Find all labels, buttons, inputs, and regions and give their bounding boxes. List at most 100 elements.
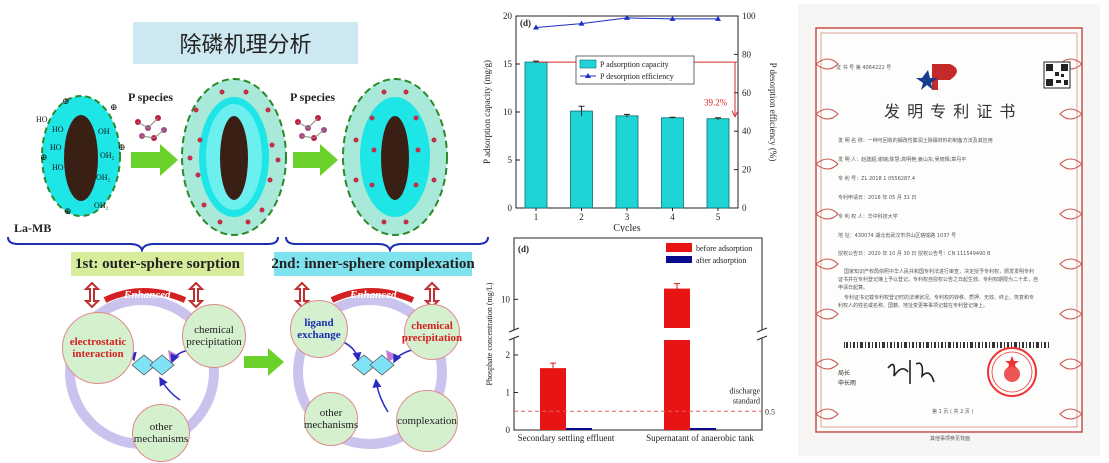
cert-field-1: 发 明 名 称：一种可回收的镧改性膨润土除磷材料的制备方法及其应用 bbox=[838, 138, 993, 144]
stage2-title-text: 2nd: inner-sphere complexation bbox=[271, 255, 475, 272]
y-tick-label: 2 bbox=[506, 350, 511, 360]
mech-label: chemical precipitation bbox=[401, 320, 463, 344]
mech-ligand-exchange: ligand exchange bbox=[290, 300, 348, 358]
cert-body-line-1: 国家知识产权局依照中华人民共和国专利法进行审查，决定授予专利权，颁发发明专利 bbox=[844, 269, 1035, 275]
title-banner: 除磷机理分析 bbox=[133, 22, 358, 64]
bar-adsorption-capacity bbox=[615, 115, 639, 209]
particle-label: La-MB bbox=[14, 221, 52, 235]
stage1-title-text: 1st: outer-sphere sorption bbox=[75, 255, 240, 272]
y2-tick-label: 80 bbox=[742, 49, 752, 59]
legend-label-before: before adsorption bbox=[696, 244, 752, 253]
x-axis-label: Cycles bbox=[613, 223, 640, 232]
center-molecule-1 bbox=[131, 350, 180, 376]
official-seal bbox=[987, 347, 1037, 397]
bar-before-adsorption bbox=[540, 368, 566, 430]
svg-text:⊕: ⊕ bbox=[62, 96, 70, 106]
cert-body-line-5: 利权人的姓名或名称、国籍、地址变更等事项记载在专利登记簿上。 bbox=[838, 303, 989, 309]
panel-label: (d) bbox=[518, 244, 529, 254]
axis-break-gap-right bbox=[758, 330, 766, 338]
legend-swatch-marker bbox=[585, 73, 591, 78]
desorption-efficiency-point bbox=[624, 14, 630, 20]
barcode bbox=[844, 342, 1049, 348]
sign-title-2: 申长雨 bbox=[838, 380, 857, 387]
y2-axis-label: P desorption efficiency (%) bbox=[768, 63, 778, 162]
desorption-efficiency-point bbox=[533, 24, 539, 30]
cnipa-logo bbox=[916, 64, 957, 90]
stage2-title: 2nd: inner-sphere complexation bbox=[271, 252, 475, 276]
y2-tick-label: 60 bbox=[742, 88, 752, 98]
bar-adsorption-capacity bbox=[570, 110, 593, 209]
svg-text:⊕: ⊕ bbox=[110, 102, 118, 112]
enhanced-label-2: Enhanced bbox=[350, 289, 397, 301]
bar-adsorption-capacity bbox=[661, 117, 684, 209]
y2-tick-label: 40 bbox=[742, 126, 752, 136]
cert-title: 发 明 专 利 证 书 bbox=[884, 102, 1017, 121]
bar-after-adsorption bbox=[690, 428, 716, 430]
y-tick-label: 20 bbox=[503, 11, 513, 21]
mech-electrostatic-interaction: electrostatic interaction bbox=[62, 312, 134, 384]
patent-certificate: 证 书 号 第 4064222 号 发 明 专 利 证 书 发 明 名 称：一种… bbox=[798, 4, 1100, 456]
mech-label: complexation bbox=[397, 415, 457, 427]
x-tick-label: 1 bbox=[534, 212, 539, 222]
green-arrow-2 bbox=[293, 144, 338, 176]
cert-footer: 其他事项参见背面 bbox=[930, 436, 971, 442]
x-tick-label: 4 bbox=[670, 212, 675, 222]
stage1-brace bbox=[7, 236, 279, 254]
double-arrows bbox=[83, 281, 441, 309]
y-axis-label: P adsorption capacity (mg/g) bbox=[482, 60, 492, 164]
svg-text:HO: HO bbox=[52, 125, 64, 134]
x-tick-label: Secondary settling effluent bbox=[518, 433, 615, 443]
desorption-efficiency-point bbox=[715, 15, 721, 21]
svg-text:OH₂: OH₂ bbox=[94, 201, 109, 210]
y-tick-label: 15 bbox=[503, 59, 513, 69]
annotation-label: 39.2% bbox=[704, 97, 728, 107]
cert-field-4: 专利申请日：2018 年 05 月 31 日 bbox=[838, 195, 917, 201]
svg-text:OH₂: OH₂ bbox=[100, 151, 115, 160]
particle-inner-sphere bbox=[342, 78, 448, 236]
bar-before-adsorption bbox=[664, 288, 690, 328]
y2-tick-label: 20 bbox=[742, 165, 752, 175]
annotation-arrowhead bbox=[731, 110, 739, 118]
axis-break-mark bbox=[508, 327, 520, 333]
p-species-label-2: P species bbox=[290, 90, 335, 104]
mechanism-diagram: HO HO HO OH OH₂ OH₂ HO OH₂ ⊕ ⊕ ⊕ ⊕ ⊕ bbox=[7, 78, 489, 449]
mech-other-mechanisms-1: other mechanisms bbox=[132, 404, 190, 462]
mech-label: electrostatic interaction bbox=[69, 336, 127, 360]
cert-body-line-2: 证书并在专利登记簿上予以登记。专利权自授权公告之日起生效。专利权期限为二十年，自 bbox=[838, 277, 1039, 283]
svg-text:HO: HO bbox=[50, 143, 62, 152]
discharge-standard-label: standard bbox=[733, 396, 760, 405]
cert-field-2: 发 明 人：赵建超;谢瑞;陈慧;高明艳;姜山东;吴晓辉;章丹平 bbox=[838, 157, 967, 163]
legend-label-bar: P adsorption capacity bbox=[600, 60, 669, 69]
svg-text:OH₂: OH₂ bbox=[96, 173, 111, 182]
mech-chemical-precipitation-1: chemical precipitation bbox=[182, 304, 246, 368]
x-tick-label: 2 bbox=[579, 212, 584, 222]
y-axis-label: Phosphate concentration (mg/L) bbox=[485, 282, 494, 385]
mech-other-mechanisms-2: other mechanisms bbox=[304, 392, 358, 446]
x-tick-label: Supernatant of anaerobic tank bbox=[646, 433, 754, 443]
svg-text:HO: HO bbox=[36, 115, 48, 124]
sign-title-1: 局长 bbox=[838, 370, 851, 377]
panel-label: (d) bbox=[520, 18, 531, 28]
cert-body-line-3: 申请日起算。 bbox=[838, 285, 869, 291]
bar-after-adsorption bbox=[566, 428, 592, 430]
svg-text:HO: HO bbox=[52, 163, 64, 172]
bar-break-gap bbox=[662, 329, 692, 339]
cert-field-7: 授权公告日：2020 年 10 月 30 日 授权公告号：CN 11154949… bbox=[838, 251, 991, 257]
cert-body-line-4: 专利证书记载专利权登记时的法律状况。专利权的转移、质押、无效、终止、恢复和专 bbox=[844, 295, 1035, 301]
svg-text:OH: OH bbox=[98, 127, 110, 136]
y-tick-label: 0 bbox=[508, 203, 513, 213]
mech-label: ligand exchange bbox=[297, 317, 341, 341]
axis-break-mark bbox=[756, 327, 768, 333]
mech-chemical-precipitation-2: chemical precipitation bbox=[401, 304, 463, 360]
cert-field-5: 专 利 权 人：华中科技大学 bbox=[838, 214, 898, 220]
stage1-title: 1st: outer-sphere sorption bbox=[71, 252, 244, 276]
p-species-molecules-1 bbox=[135, 115, 167, 141]
adsorption-cycles-chart: 0 5 10 15 20 0 20 40 60 80 100 1 2 3 4 5 39.2% P adsorpti… bbox=[482, 11, 778, 232]
mech-label: other mechanisms bbox=[133, 421, 189, 445]
legend-label-after: after adsorption bbox=[696, 256, 746, 265]
green-arrow-1 bbox=[131, 144, 178, 176]
axis-break-mark bbox=[756, 335, 768, 341]
y-tick-label: 10 bbox=[501, 294, 511, 304]
certificate-frame bbox=[815, 27, 1083, 433]
